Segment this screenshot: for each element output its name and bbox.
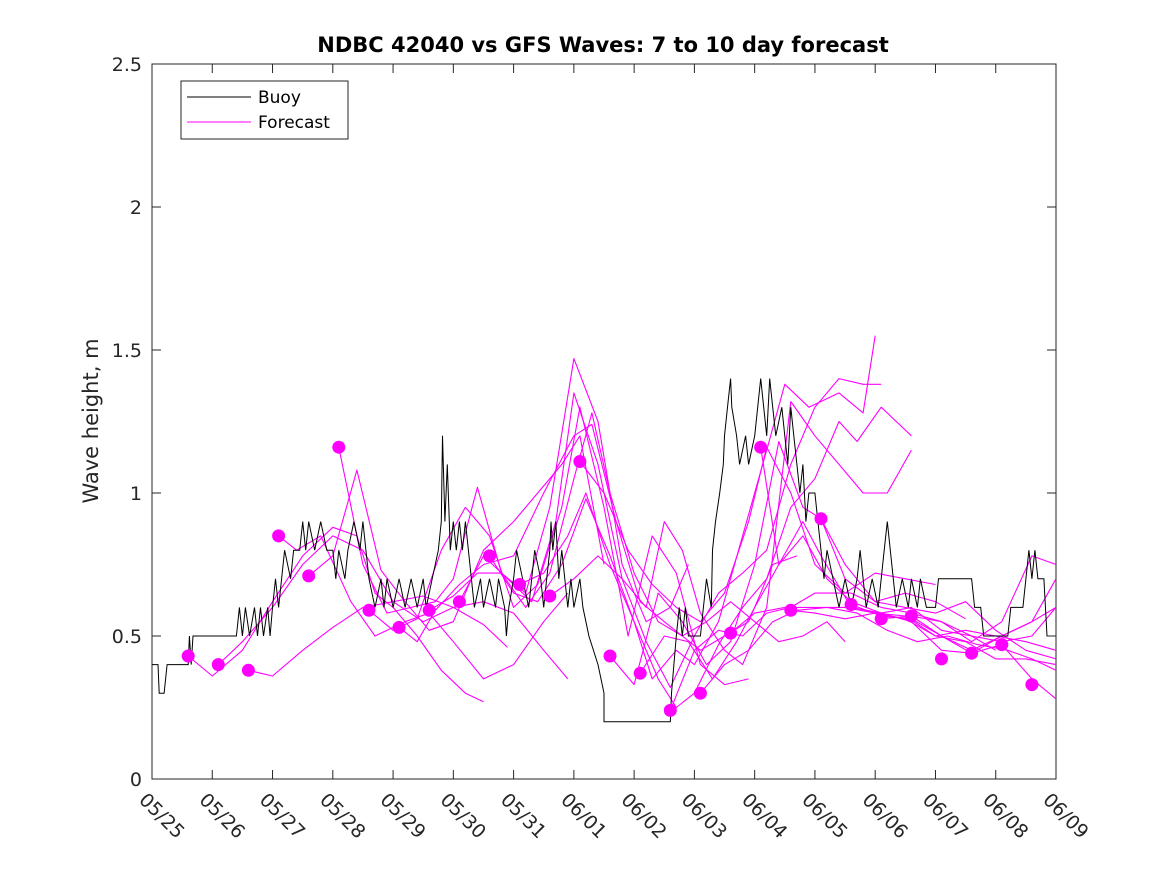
forecast-marker-29 — [1025, 678, 1039, 692]
x-tick-label: 05/29 — [376, 789, 430, 843]
legend-box — [180, 80, 349, 140]
forecast-marker-9 — [422, 603, 436, 617]
forecast-marker-2 — [211, 658, 225, 672]
forecast-marker-19 — [724, 626, 738, 640]
y-tick-label: 1.5 — [112, 340, 142, 362]
forecast-marker-5 — [302, 569, 316, 583]
x-tick-label: 06/03 — [677, 789, 731, 843]
forecast-series-group — [187, 335, 1057, 711]
y-axis: 0 0.5 1 1.5 2 2.5 — [112, 54, 1056, 791]
forecast-marker-23 — [844, 598, 858, 611]
x-tick-label: 06/06 — [858, 789, 912, 843]
forecast-marker-16 — [633, 666, 647, 680]
forecast-marker-8 — [392, 620, 406, 634]
forecast-marker-4 — [272, 529, 286, 543]
legend-label-forecast: Forecast — [258, 113, 330, 133]
y-tick-label: 0.5 — [112, 626, 142, 648]
forecast-line-22 — [820, 518, 1057, 660]
forecast-line-13 — [549, 400, 912, 666]
forecast-marker-27 — [965, 646, 979, 660]
forecast-line-19 — [730, 606, 1057, 666]
forecast-marker-14 — [573, 455, 587, 468]
y-axis-label: Wave height, m — [79, 338, 103, 503]
x-tick-label: 05/31 — [496, 789, 550, 843]
x-tick-label: 06/07 — [918, 789, 972, 843]
forecast-marker-18 — [693, 686, 707, 700]
buoy-line — [152, 378, 1056, 723]
forecast-marker-20 — [754, 440, 768, 454]
forecast-marker-13 — [543, 589, 557, 603]
forecast-marker-22 — [814, 512, 828, 526]
forecast-line-14 — [579, 446, 936, 623]
y-tick-label: 2.5 — [112, 54, 142, 76]
forecast-marker-12 — [513, 578, 527, 591]
y-tick-label: 2 — [130, 197, 142, 219]
x-tick-label: 06/04 — [737, 789, 791, 843]
x-tick-label: 06/05 — [797, 789, 851, 843]
y-tick-label: 0 — [130, 769, 142, 791]
plot-area — [151, 63, 1057, 780]
forecast-marker-24 — [874, 612, 888, 626]
forecast-marker-11 — [483, 549, 496, 563]
x-tick-label: 06/08 — [978, 789, 1032, 843]
x-tick-label: 05/26 — [195, 789, 249, 843]
forecast-marker-28 — [995, 638, 1009, 652]
forecast-marker-7 — [362, 603, 376, 617]
forecast-marker-25 — [904, 609, 918, 623]
x-tick-label: 05/28 — [315, 789, 369, 843]
x-tick-label: 05/25 — [134, 789, 188, 843]
chart-title: NDBC 42040 vs GFS Waves: 7 to 10 day for… — [317, 33, 888, 57]
forecast-marker-6 — [332, 440, 346, 454]
forecast-marker-3 — [241, 663, 255, 677]
legend: Buoy Forecast — [180, 80, 349, 140]
x-tick-label: 06/09 — [1038, 789, 1092, 843]
forecast-line-16 — [639, 521, 996, 680]
forecast-line-3 — [248, 595, 569, 680]
x-tick-label: 05/27 — [255, 789, 309, 843]
forecast-marker-10 — [452, 595, 466, 609]
forecast-marker-17 — [663, 703, 677, 717]
buoy-series-group — [152, 378, 1056, 723]
forecast-line-5 — [308, 435, 605, 631]
forecast-line-21 — [790, 609, 1057, 651]
x-tick-label: 05/30 — [436, 789, 490, 843]
legend-label-buoy: Buoy — [258, 88, 301, 108]
y-tick-label: 1 — [130, 483, 142, 505]
x-tick-label: 06/01 — [556, 789, 610, 843]
forecast-markers-group — [181, 440, 1039, 717]
forecast-marker-1 — [181, 649, 195, 663]
forecast-line-12 — [519, 335, 876, 680]
forecast-marker-15 — [603, 649, 617, 663]
forecast-line-10 — [458, 378, 882, 689]
forecast-marker-21 — [784, 603, 798, 617]
forecast-line-2 — [217, 535, 508, 665]
forecast-marker-26 — [935, 652, 948, 666]
x-tick-label: 06/02 — [617, 789, 671, 843]
